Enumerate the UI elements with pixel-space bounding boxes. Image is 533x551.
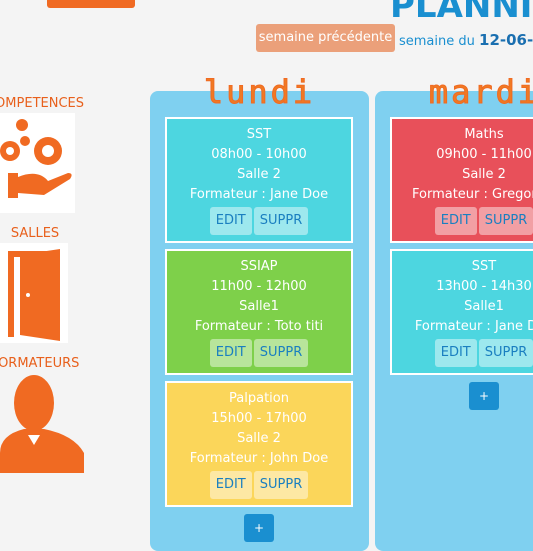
session-actions: EDIT SUPPR [167, 339, 351, 367]
session-trainer: Formateur : Toto titi [194, 319, 324, 334]
session-time: 13h00 - 14h30 [436, 279, 532, 294]
delete-button[interactable]: SUPPR [253, 207, 309, 235]
session-actions: EDIT SUPPR [167, 471, 351, 499]
session-title: Palpation [229, 391, 289, 406]
session-actions: EDIT SUPPR [392, 207, 533, 235]
session-trainer: Formateur : Gregory F [411, 187, 533, 202]
delete-button[interactable]: SUPPR [478, 339, 533, 367]
session-actions: EDIT SUPPR [392, 339, 533, 367]
session-title: Maths [464, 127, 504, 142]
edit-button[interactable]: EDIT [209, 339, 252, 367]
page-title: PLANNING [390, 0, 533, 26]
session-card: Palpation 15h00 - 17h00 Salle 2 Formateur :… [165, 381, 353, 507]
week-date: 12-06-2 [479, 31, 533, 49]
session-card: SSIAP 11h00 - 12h00 Salle1 Formateur : Toto… [165, 249, 353, 375]
session-title: SST [471, 259, 497, 274]
session-time: 11h00 - 12h00 [211, 279, 307, 294]
session-title: SSIAP [240, 259, 278, 274]
session-actions: EDIT SUPPR [167, 207, 351, 235]
competences-icon[interactable] [0, 113, 75, 213]
session-room: Salle 2 [237, 167, 281, 182]
delete-button[interactable]: SUPPR [478, 207, 533, 235]
session-room: Salle1 [239, 299, 279, 314]
session-card: SST 08h00 - 10h00 Salle 2 Formateur : Jane … [165, 117, 353, 243]
session-room: Salle1 [464, 299, 504, 314]
delete-button[interactable]: SUPPR [253, 471, 309, 499]
edit-button[interactable]: EDIT [209, 207, 252, 235]
session-time: 09h00 - 11h00 [436, 147, 532, 162]
session-room: Salle 2 [237, 431, 281, 446]
sidebar-label[interactable]: FORMATEURS [0, 356, 80, 371]
delete-button[interactable]: SUPPR [253, 339, 309, 367]
week-info: semaine du 12-06-2 [399, 31, 533, 49]
salles-icon[interactable] [0, 243, 68, 343]
session-trainer: Formateur : John Doe [189, 451, 329, 466]
session-room: Salle 2 [462, 167, 506, 182]
add-session-button[interactable]: + [469, 382, 499, 410]
add-session-button[interactable]: + [244, 514, 274, 542]
session-trainer: Formateur : Jane Doe [189, 187, 329, 202]
day-name: mardi [428, 73, 533, 112]
day-column: lundi SST 08h00 - 10h00 Salle 2 Formateur : … [150, 73, 369, 551]
session-trainer: Formateur : Jane Doe [414, 319, 533, 334]
week-label: semaine du [399, 34, 475, 49]
edit-button[interactable]: EDIT [434, 207, 477, 235]
session-title: SST [246, 127, 272, 142]
session-time: 08h00 - 10h00 [211, 147, 307, 162]
sidebar-label[interactable]: COMPETENCES [0, 96, 84, 111]
prev-week-button[interactable]: semaine précédente [256, 24, 395, 52]
day-name: lundi [203, 73, 316, 112]
session-time: 15h00 - 17h00 [211, 411, 307, 426]
formateurs-icon[interactable] [0, 373, 85, 473]
session-card: SST 13h00 - 14h30 Salle1 Formateur : Jane D… [390, 249, 533, 375]
edit-button[interactable]: EDIT [434, 339, 477, 367]
edit-button[interactable]: EDIT [209, 471, 252, 499]
day-column: mardi Maths 09h00 - 11h00 Salle 2 Formateur … [375, 73, 533, 551]
session-card: Maths 09h00 - 11h00 Salle 2 Formateur : Gre… [390, 117, 533, 243]
top-button[interactable] [47, 0, 135, 8]
sidebar-label[interactable]: SALLES [10, 226, 60, 241]
